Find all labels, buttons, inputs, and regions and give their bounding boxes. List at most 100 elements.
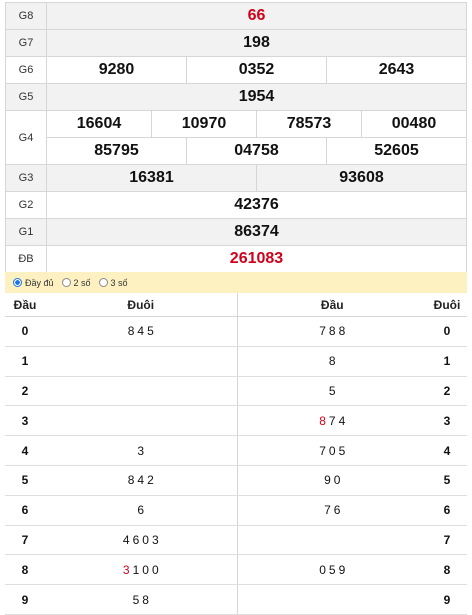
option-3-digits[interactable]: 3 số [98,278,128,288]
loto-digit: 6 [333,503,341,518]
prize-value: 04758 [186,137,327,165]
loto-digit: 8 [127,473,135,488]
prize-label: G6 [5,56,47,84]
loto-head-digit: 8 [5,554,45,586]
prize-row-g1: G1 86374 [5,218,467,246]
loto-tail-digits: 3 [45,435,238,466]
loto-digit: 4 [338,413,346,428]
prize-row-g8: G8 66 [5,2,467,30]
loto-digit: 3 [151,532,159,547]
loto-digit: 8 [328,354,336,369]
prize-row-g5: G5 1954 [5,83,467,111]
loto-head-digit: 1 [5,346,45,377]
loto-head-digits [237,525,427,556]
prize-value: 93608 [256,164,467,192]
prize-value: 10970 [151,110,257,138]
prize-label: ĐB [5,245,47,273]
loto-digit: 1 [132,562,140,577]
loto-digit: 7 [319,443,326,458]
loto-digit: 8 [319,413,326,428]
prize-label: G8 [5,2,47,30]
prize-value: 0352 [186,56,327,84]
prize-row-g7: G7 198 [5,29,467,57]
prize-value: 85795 [46,137,187,165]
header-tail: Đuôi [45,293,238,317]
prize-value: 16604 [46,110,152,138]
prize-label: G7 [5,29,47,57]
prize-row-g3: G3 16381 93608 [5,164,467,192]
loto-head-digit: 6 [5,495,45,526]
loto-head-digit: 5 [5,465,45,496]
option-label: 2 số [73,277,91,288]
radio-selected-icon[interactable] [13,278,22,287]
loto-digit: 5 [132,592,140,607]
prize-label: G4 [5,110,47,165]
loto-digit: 4 [137,473,145,488]
loto-head-digit: 2 [5,376,45,407]
loto-head-digit: 3 [5,405,45,437]
loto-digit: 3 [137,443,145,458]
loto-digit: 5 [328,383,336,398]
prize-row-g2: G2 42376 [5,191,467,219]
loto-digit: 8 [328,324,336,339]
loto-head-digits: 5 [237,376,427,407]
loto-head-digit: 4 [5,435,45,466]
loto-digit: 3 [122,562,130,577]
header-head: Đầu [5,293,45,317]
prize-label: G2 [5,191,47,219]
prize-value: 86374 [46,218,467,246]
loto-head-digits: 8 [237,346,427,377]
loto-tail-digit: 2 [427,376,467,407]
loto-tail-digit: 1 [427,346,467,377]
loto-tail-digit: 9 [427,584,467,615]
prize-value: 00480 [361,110,467,138]
loto-digit: 0 [142,562,149,577]
prize-value: 1954 [46,83,467,111]
loto-tail-digit: 5 [427,465,467,496]
header-tail: Đuôi [427,293,467,317]
loto-tail-digits: 6 [45,495,238,526]
loto-tail-digits [45,405,238,437]
loto-digit: 9 [324,473,331,488]
prize-value: 42376 [46,191,467,219]
loto-digit: 0 [328,443,336,458]
prize-value: 9280 [46,56,187,84]
prize-value: 52605 [326,137,467,165]
loto-digit: 5 [328,562,336,577]
loto-tail-digit: 7 [427,525,467,556]
radio-icon[interactable] [98,278,108,287]
loto-head-digit: 0 [5,316,45,347]
loto-digit: 4 [122,532,130,547]
loto-tail-digit: 8 [427,554,467,586]
loto-digit: 4 [137,324,145,339]
loto-row: 1 8 1 [5,346,467,377]
prize-label: G5 [5,83,47,111]
loto-digit: 8 [142,592,149,607]
loto-head-digits [237,584,427,615]
loto-digit: 8 [127,324,135,339]
prize-table: G8 66 G7 198 G6 9280 0352 2643 G5 1954 G… [5,2,467,273]
loto-digit: 8 [338,324,346,339]
prize-value: 261083 [46,245,467,273]
option-2-digits[interactable]: 2 số [61,277,91,288]
prize-value: 78573 [256,110,362,138]
option-full[interactable]: Đầy đủ [13,278,54,288]
radio-icon[interactable] [61,278,71,287]
